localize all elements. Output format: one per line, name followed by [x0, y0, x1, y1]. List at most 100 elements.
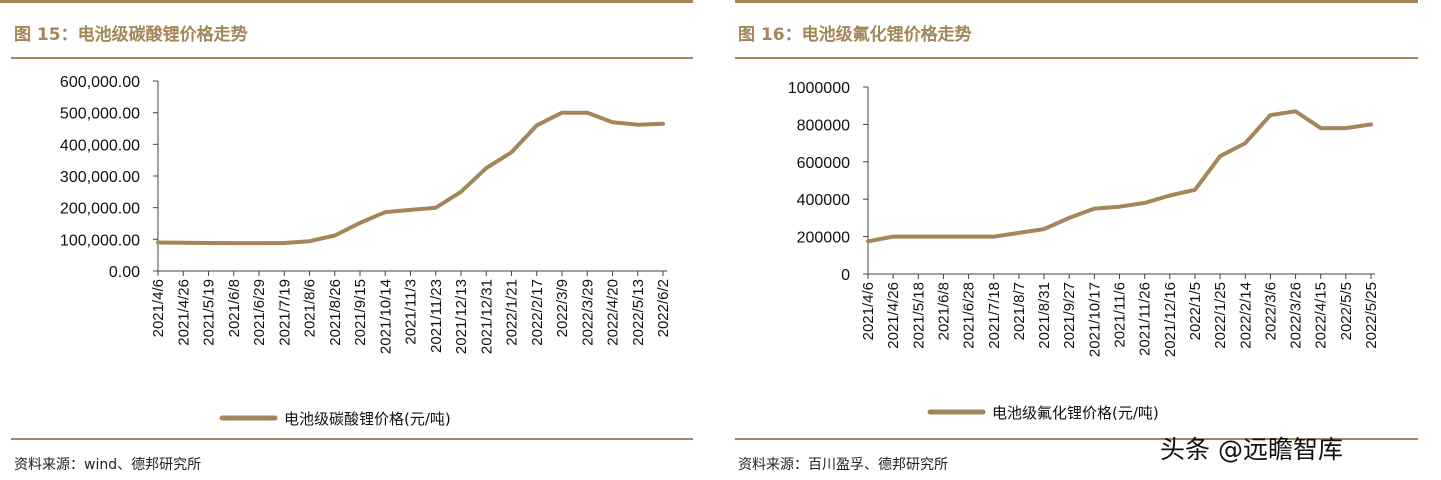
- chart0-legend-label: 电池级碳酸锂价格(元/吨): [284, 410, 451, 428]
- chart0-x-tick-label: 2021/6/8: [226, 279, 243, 337]
- chart1-x-tick-label: 2021/7/18: [986, 282, 1003, 349]
- chart0-x-tick-label: 2021/5/19: [201, 279, 218, 346]
- chart0-x-tick-label: 2021/8/26: [327, 279, 344, 346]
- chart1-x-tick-label: 2021/4/26: [885, 282, 902, 349]
- chart1-x-tick-label: 2021/8/7: [1011, 282, 1028, 340]
- panel-rule-right-bottom: [735, 438, 1418, 440]
- chart0-data-point: [484, 166, 488, 170]
- chart1-y-tick-label: 1000000: [788, 80, 850, 97]
- chart0-x-tick-label: 2022/3/29: [579, 279, 596, 346]
- chart0-x-tick-label: 2022/2/17: [529, 279, 546, 346]
- chart1-data-point: [1319, 126, 1323, 130]
- chart0-data-point: [459, 190, 463, 194]
- chart0-x-tick-label: 2021/12/31: [478, 279, 495, 354]
- chart0-x-tick-label: 2021/11/3: [403, 279, 420, 345]
- chart1-x-tick-label: 2022/1/25: [1212, 282, 1229, 349]
- chart1-data-point: [1118, 205, 1121, 209]
- chart1-series-line: [866, 109, 1373, 244]
- chart1-x-tick-label: 2022/5/5: [1338, 282, 1355, 340]
- figure-15-title: 图 15：电池级碳酸锂价格走势: [14, 25, 248, 45]
- chart0-data-point: [409, 208, 412, 212]
- chart0-x-tick-label: 2022/5/13: [630, 279, 647, 346]
- chart1-data-point: [1243, 141, 1247, 145]
- chart1-x-tick-label: 2021/8/31: [1036, 282, 1053, 349]
- chart1-data-point: [1344, 126, 1348, 130]
- chart1-data-point: [1218, 154, 1222, 158]
- chart1-x-tick-label: 2021/11/26: [1137, 282, 1154, 356]
- chart0-x-tick-label: 2021/12/13: [453, 279, 470, 354]
- chart0-data-point: [181, 241, 185, 245]
- chart1-x-tick-label: 2022/1/5: [1187, 282, 1204, 340]
- chart1-x-tick-label: 2021/4/6: [860, 282, 877, 340]
- chart1-data-point: [942, 235, 945, 239]
- chart0-y-tick-label: 300,000.00: [60, 169, 140, 186]
- chart0-x-tick-label: 2022/1/21: [504, 279, 521, 346]
- chart1-x-tick-label: 2022/5/25: [1363, 282, 1380, 349]
- chart0-y-tick-label: 200,000.00: [60, 201, 140, 218]
- panel-rule-left-top: [11, 57, 693, 59]
- chart0-data-point: [156, 241, 160, 244]
- chart1-x-tick-label: 2022/3/6: [1262, 282, 1279, 340]
- chart1-data-point: [1017, 231, 1021, 235]
- chart1-x-tick-label: 2021/5/18: [910, 282, 927, 349]
- chart1-x-tick-label: 2021/6/8: [935, 282, 952, 340]
- chart0-x-tick-label: 2021/6/29: [251, 279, 268, 346]
- chart1-y-tick-label: 600000: [797, 155, 850, 172]
- chart0-data-point: [358, 221, 362, 225]
- chart0-x-tick-label: 2021/10/14: [377, 279, 394, 354]
- chart1-data-point: [1268, 113, 1272, 117]
- chart1-x-tick-label: 2022/3/26: [1288, 282, 1305, 349]
- chart0-x-tick-label: 2021/9/15: [352, 279, 369, 346]
- chart1-data-point: [1092, 207, 1096, 211]
- chart1-x-tick-label: 2021/11/6: [1112, 282, 1129, 348]
- chart0-data-point: [585, 111, 589, 115]
- chart1-x-tick-label: 2022/2/14: [1237, 282, 1254, 349]
- chart0-data-point: [232, 241, 236, 245]
- chart1-data-point: [1042, 227, 1046, 231]
- chart1-data-point: [866, 239, 870, 243]
- chart0-data-point: [535, 123, 539, 127]
- chart1-x-tick-label: 2022/4/15: [1313, 282, 1330, 349]
- chart1-data-point: [1067, 216, 1071, 220]
- chart0-data-point: [257, 241, 261, 245]
- chart1-data-point: [967, 235, 971, 239]
- chart0-x-tick-label: 2021/4/6: [150, 279, 167, 337]
- chart0-data-point: [383, 210, 387, 214]
- figure-16-source: 资料来源：百川盈孚、德邦研究所: [738, 457, 948, 473]
- chart0-y-tick-label: 500,000.00: [60, 106, 140, 123]
- chart1-x-tick-label: 2021/9/27: [1061, 282, 1078, 349]
- chart0-data-point: [661, 122, 665, 126]
- chart0-x-tick-label: 2021/4/26: [175, 279, 192, 346]
- chart1-y-tick-label: 0: [841, 267, 850, 284]
- chart0-data-point: [560, 111, 564, 115]
- chart0-y-tick-label: 100,000.00: [60, 232, 140, 249]
- chart1-data-point: [916, 235, 920, 239]
- chart1-x-tick-label: 2021/10/17: [1086, 282, 1103, 357]
- chart0-x-tick-label: 2021/7/19: [276, 279, 293, 346]
- chart1-y-tick-label: 400000: [797, 192, 850, 209]
- top-rule-left: [0, 0, 693, 3]
- chart0-data-point: [282, 241, 286, 245]
- figure-15-source: 资料来源：wind、德邦研究所: [14, 457, 202, 473]
- chart0-x-tick-label: 2022/6/2: [655, 279, 672, 337]
- chart1-data-point: [1143, 201, 1147, 205]
- chart0-x-tick-label: 2021/11/23: [428, 279, 445, 353]
- chart0-x-tick-label: 2021/8/6: [302, 279, 319, 337]
- top-rule-right: [735, 0, 1418, 3]
- watermark: 头条 @远瞻智库: [1160, 435, 1343, 464]
- chart0-series-line: [156, 110, 665, 246]
- chart0-data-point: [434, 206, 438, 210]
- figure-16-title: 图 16：电池级氟化锂价格走势: [738, 25, 972, 45]
- chart1-y-tick-label: 200000: [797, 230, 850, 247]
- chart0-data-point: [308, 239, 311, 243]
- chart1-x-tick-label: 2021/6/28: [961, 282, 978, 349]
- chart0-data-point: [510, 150, 513, 154]
- chart0-y-tick-label: 400,000.00: [60, 137, 140, 154]
- chart1-y-tick-label: 800000: [797, 117, 850, 134]
- chart0-data-point: [636, 123, 640, 127]
- chart1-legend-label: 电池级氟化锂价格(元/吨): [992, 404, 1159, 422]
- chart0-data-point: [333, 234, 337, 237]
- chart0-data-point: [611, 120, 614, 124]
- chart1-data-point: [992, 235, 996, 239]
- chart1-data-point: [1294, 109, 1297, 113]
